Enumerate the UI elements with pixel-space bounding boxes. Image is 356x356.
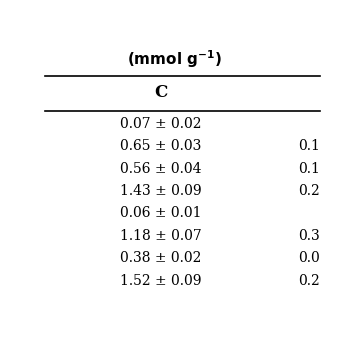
Text: 0.1: 0.1 xyxy=(298,162,320,176)
Text: 0.1: 0.1 xyxy=(298,139,320,153)
Text: 0.0: 0.0 xyxy=(298,251,320,266)
Text: 0.3: 0.3 xyxy=(298,229,320,243)
Text: 0.2: 0.2 xyxy=(298,274,320,288)
Text: 0.38 ± 0.02: 0.38 ± 0.02 xyxy=(120,251,201,266)
Text: 0.07 ± 0.02: 0.07 ± 0.02 xyxy=(120,116,201,131)
Text: C: C xyxy=(154,84,167,100)
Text: $\mathbf{(mmol\ g^{-1})}$: $\mathbf{(mmol\ g^{-1})}$ xyxy=(127,48,222,70)
Text: 0.2: 0.2 xyxy=(298,184,320,198)
Text: 0.06 ± 0.01: 0.06 ± 0.01 xyxy=(120,206,201,220)
Text: 1.43 ± 0.09: 1.43 ± 0.09 xyxy=(120,184,201,198)
Text: 0.65 ± 0.03: 0.65 ± 0.03 xyxy=(120,139,201,153)
Text: 0.56 ± 0.04: 0.56 ± 0.04 xyxy=(120,162,201,176)
Text: 1.52 ± 0.09: 1.52 ± 0.09 xyxy=(120,274,201,288)
Text: 1.18 ± 0.07: 1.18 ± 0.07 xyxy=(120,229,201,243)
